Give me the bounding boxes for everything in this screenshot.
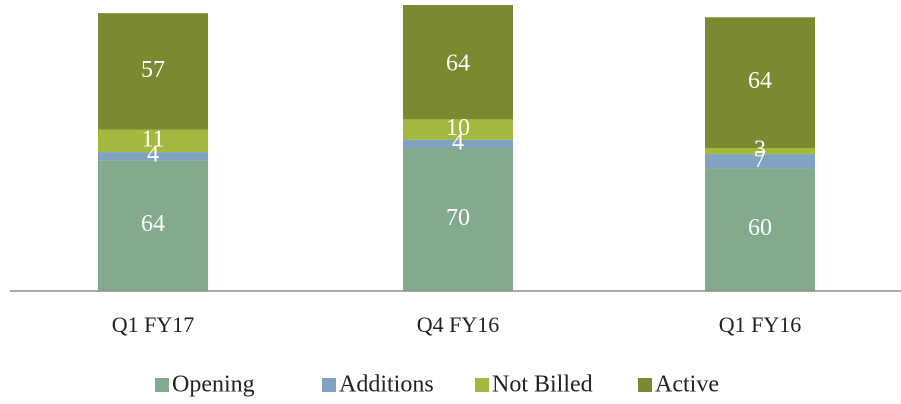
bar-segment [98, 129, 208, 153]
legend-swatch [322, 378, 336, 392]
x-tick-label: Q1 FY16 [719, 312, 802, 337]
bar-segment [705, 17, 815, 149]
bar-segment [98, 13, 208, 130]
bar-segment [705, 168, 815, 291]
data-label: 4 [452, 129, 464, 155]
bar-segment [98, 160, 208, 291]
data-label: 57 [141, 57, 165, 83]
data-label: 60 [748, 215, 772, 241]
data-label: 7 [754, 147, 766, 173]
legend-label: Active [655, 372, 719, 398]
bar-segment [403, 148, 513, 291]
legend-label: Additions [339, 372, 434, 398]
data-label: 10 [446, 115, 470, 141]
bar-segment [705, 154, 815, 169]
legend-label: Not Billed [492, 372, 593, 398]
bar-segment [403, 139, 513, 148]
data-label: 3 [754, 137, 766, 163]
bar-segment [98, 152, 208, 161]
x-tick-label: Q4 FY16 [417, 312, 500, 337]
bar-segment [705, 148, 815, 155]
data-label: 64 [748, 68, 772, 94]
legend-swatch [638, 378, 652, 392]
data-label: 64 [446, 51, 470, 77]
plot-area [98, 5, 815, 291]
data-label: 70 [446, 205, 470, 231]
data-label: 64 [141, 211, 165, 237]
legend-swatch [155, 378, 169, 392]
legend-swatch [475, 378, 489, 392]
x-tick-label: Q1 FY17 [112, 312, 195, 337]
bar-segment [403, 5, 513, 120]
legend-label: Opening [172, 372, 255, 398]
bar-segment [403, 119, 513, 140]
data-label: 11 [141, 126, 164, 152]
data-label: 4 [147, 142, 159, 168]
